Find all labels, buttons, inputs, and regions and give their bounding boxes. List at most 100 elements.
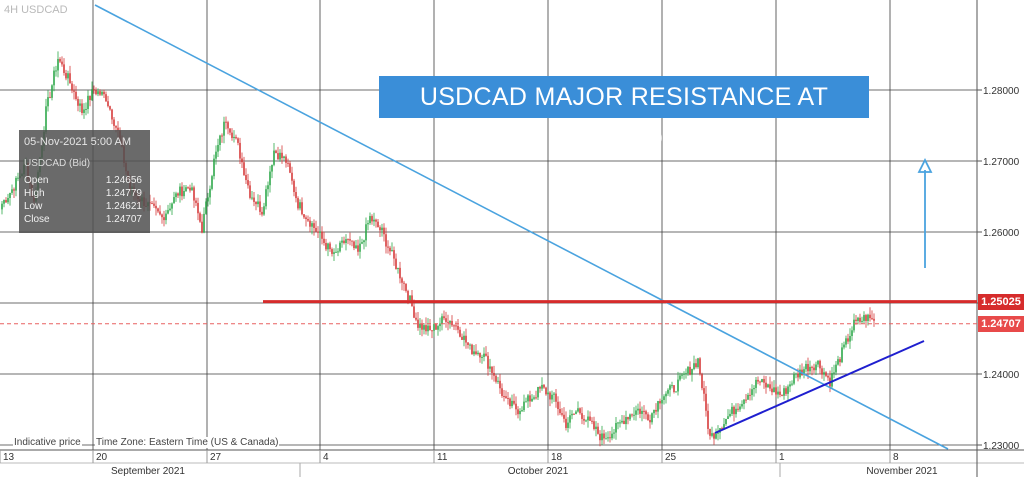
candle-body (17, 177, 19, 179)
candle-body (707, 410, 709, 429)
candle-body (819, 360, 821, 369)
candle-body (349, 239, 351, 241)
candle-body (403, 282, 405, 284)
candle-body (511, 400, 513, 407)
symbol-label: 4H USDCAD (4, 4, 68, 16)
candle-body (457, 325, 459, 330)
candle-body (445, 318, 447, 322)
candle-body (277, 153, 279, 160)
candle-body (709, 428, 711, 436)
candle-body (545, 387, 547, 395)
candle-body (835, 364, 837, 373)
candle-body (541, 384, 543, 389)
candle-body (217, 144, 219, 152)
candle-body (721, 428, 723, 430)
candle-body (91, 89, 93, 101)
candle-body (339, 242, 341, 252)
candle-body (683, 373, 685, 375)
candle-body (749, 394, 751, 396)
x-tick-label: 25 (665, 452, 677, 463)
candle-body (311, 223, 313, 227)
candle-body (583, 418, 585, 421)
candle-body (771, 388, 773, 393)
candle-body (53, 70, 55, 86)
candle-body (713, 433, 715, 439)
candle-body (535, 397, 537, 399)
candle-body (527, 395, 529, 402)
candle-body (651, 413, 653, 423)
candle-body (775, 387, 777, 395)
candle-body (621, 420, 623, 423)
candle-body (341, 240, 343, 243)
candle-body (733, 406, 735, 415)
candle-body (773, 387, 775, 393)
candle-body (843, 344, 845, 348)
candle-body (215, 151, 217, 159)
candle-body (295, 192, 297, 199)
candle-body (173, 197, 175, 204)
candle-body (553, 393, 555, 395)
candle-body (587, 416, 589, 421)
candle-body (673, 385, 675, 392)
candle-body (197, 202, 199, 214)
candle-body (309, 220, 311, 227)
candle-body (589, 416, 591, 421)
candle-body (781, 394, 783, 396)
candle-body (603, 433, 605, 439)
current-price-badge: 1.24707 (978, 315, 1024, 332)
candle-body (15, 177, 17, 191)
candle-body (263, 206, 265, 215)
candle-body (567, 422, 569, 428)
chart-title: USDCAD MAJOR RESISTANCE AT 1.2500 (379, 76, 869, 153)
x-tick-label: 4 (323, 452, 329, 463)
candle-body (653, 409, 655, 414)
candle-body (635, 410, 637, 415)
candle-body (703, 388, 705, 394)
candle-body (615, 423, 617, 433)
tooltip-datetime: 05-Nov-2021 5:00 AM (24, 136, 132, 148)
candle-body (163, 217, 165, 221)
x-tick-label: 1 (779, 452, 785, 463)
candle-body (45, 106, 47, 132)
candle-body (723, 424, 725, 429)
x-tick-label: 20 (96, 452, 108, 463)
candle-body (361, 242, 363, 244)
candle-body (363, 240, 365, 243)
candle-body (113, 119, 115, 126)
candle-body (305, 217, 307, 219)
candle-body (61, 61, 63, 65)
timezone-note: Time Zone: Eastern Time (US & Canada) (95, 437, 280, 448)
candle-body (767, 384, 769, 388)
candle-body (815, 364, 817, 371)
candle-body (329, 243, 331, 250)
candle-body (415, 317, 417, 320)
y-tick-label: 1.23000 (983, 441, 1020, 452)
candle-body (385, 234, 387, 247)
candle-body (51, 85, 53, 98)
tooltip-close-row: Close 1.24707 (24, 214, 142, 227)
candle-body (525, 401, 527, 403)
candle-body (187, 187, 189, 189)
candle-body (699, 358, 701, 375)
candle-body (199, 213, 201, 222)
candle-body (3, 200, 5, 204)
candle-body (611, 433, 613, 439)
candle-body (417, 319, 419, 328)
candle-body (289, 163, 291, 173)
candle-body (325, 242, 327, 250)
candle-body (391, 250, 393, 252)
candle-body (515, 403, 517, 410)
y-tick-label: 1.24000 (983, 370, 1020, 381)
candle-body (357, 245, 359, 252)
candle-body (561, 413, 563, 415)
candle-body (191, 187, 193, 191)
candle-body (787, 386, 789, 394)
candle-body (517, 409, 519, 415)
candle-body (871, 318, 873, 320)
candle-body (369, 216, 371, 224)
candle-body (831, 373, 833, 387)
candle-body (479, 352, 481, 358)
candle-body (487, 355, 489, 369)
candle-body (183, 190, 185, 197)
